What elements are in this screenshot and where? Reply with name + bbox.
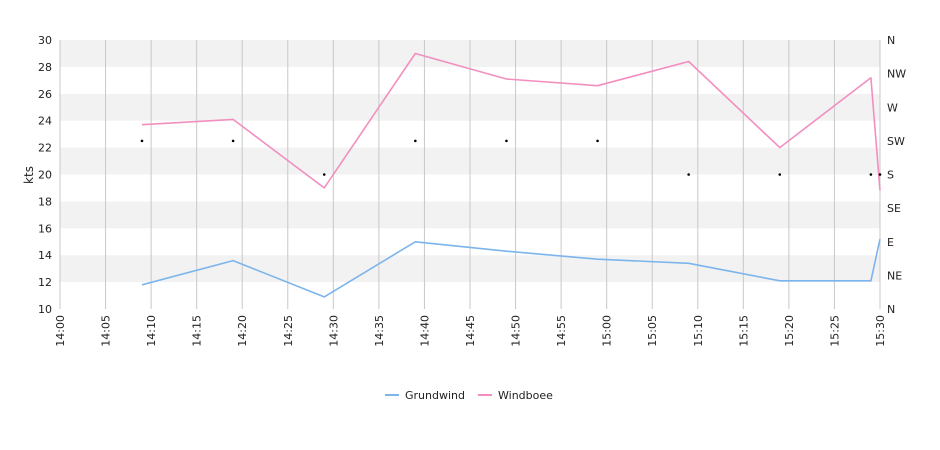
x-axis: 14:00 14:05 14:10 14:15 14:20 14:25 14:30 14:35… bbox=[54, 315, 887, 347]
series-line-windboee bbox=[141, 52, 881, 191]
direction-tick-label: E bbox=[887, 236, 894, 249]
y-tick-label: 14 bbox=[38, 249, 52, 262]
legend-item-grundwind[interactable]: Grundwind bbox=[385, 389, 465, 402]
x-tick-label: 15:00 bbox=[601, 315, 614, 347]
y-tick-label: 30 bbox=[38, 34, 52, 47]
direction-marker bbox=[231, 139, 235, 143]
series-lines bbox=[141, 52, 881, 298]
direction-markers bbox=[140, 139, 882, 176]
direction-tick-label: SW bbox=[887, 135, 905, 148]
y-tick-label: 12 bbox=[38, 276, 52, 289]
direction-axis: N NE E SE S SW W NW N bbox=[887, 34, 906, 316]
direction-marker bbox=[140, 139, 144, 143]
direction-marker bbox=[878, 173, 882, 176]
y-tick-label: 16 bbox=[38, 222, 52, 235]
legend-label: Grundwind bbox=[405, 389, 465, 402]
y-tick-label: 20 bbox=[38, 169, 52, 182]
direction-tick-label: W bbox=[887, 101, 898, 114]
direction-tick-label: N bbox=[887, 303, 895, 316]
direction-tick-label: NE bbox=[887, 269, 902, 282]
legend-label: Windboee bbox=[498, 389, 553, 402]
x-tick-label: 15:30 bbox=[874, 315, 887, 347]
direction-tick-label: SE bbox=[887, 202, 901, 215]
x-tick-label: 15:25 bbox=[828, 315, 841, 347]
direction-marker bbox=[322, 173, 326, 176]
y-axis-label: kts bbox=[22, 166, 36, 184]
x-tick-label: 14:00 bbox=[54, 315, 67, 347]
x-tick-label: 15:05 bbox=[646, 315, 659, 347]
direction-marker bbox=[778, 173, 782, 176]
x-tick-label: 14:30 bbox=[327, 315, 340, 347]
y-tick-label: 22 bbox=[38, 142, 52, 155]
x-tick-label: 15:15 bbox=[737, 315, 750, 347]
x-tick-label: 14:55 bbox=[555, 315, 568, 347]
direction-tick-label: NW bbox=[887, 68, 906, 81]
x-tick-label: 15:20 bbox=[783, 315, 796, 347]
direction-tick-label: S bbox=[887, 169, 894, 182]
direction-tick-label: N bbox=[887, 34, 895, 47]
x-tick-label: 14:40 bbox=[418, 315, 431, 347]
series-line-grundwind bbox=[141, 238, 881, 298]
y-tick-label: 24 bbox=[38, 115, 52, 128]
x-tick-label: 14:35 bbox=[373, 315, 386, 347]
y-tick-label: 10 bbox=[38, 303, 52, 316]
x-tick-label: 14:20 bbox=[236, 315, 249, 347]
y-axis: 10 12 14 16 18 20 22 24 26 28 30 bbox=[38, 34, 52, 316]
y-tick-label: 28 bbox=[38, 61, 52, 74]
legend[interactable]: Grundwind Windboee bbox=[385, 389, 553, 402]
y-tick-label: 26 bbox=[38, 88, 52, 101]
x-tick-label: 14:45 bbox=[464, 315, 477, 347]
x-tick-label: 14:05 bbox=[100, 315, 113, 347]
x-tick-label: 14:10 bbox=[145, 315, 158, 347]
direction-marker bbox=[869, 173, 873, 176]
x-tick-label: 14:15 bbox=[191, 315, 204, 347]
direction-marker bbox=[505, 139, 508, 143]
direction-marker bbox=[596, 139, 599, 143]
y-tick-label: 18 bbox=[38, 195, 52, 208]
direction-marker bbox=[414, 139, 417, 143]
x-tick-label: 14:50 bbox=[510, 315, 523, 347]
x-tick-label: 14:25 bbox=[282, 315, 295, 347]
direction-marker bbox=[687, 173, 690, 176]
x-tick-label: 15:10 bbox=[692, 315, 705, 347]
legend-item-windboee[interactable]: Windboee bbox=[478, 389, 553, 402]
